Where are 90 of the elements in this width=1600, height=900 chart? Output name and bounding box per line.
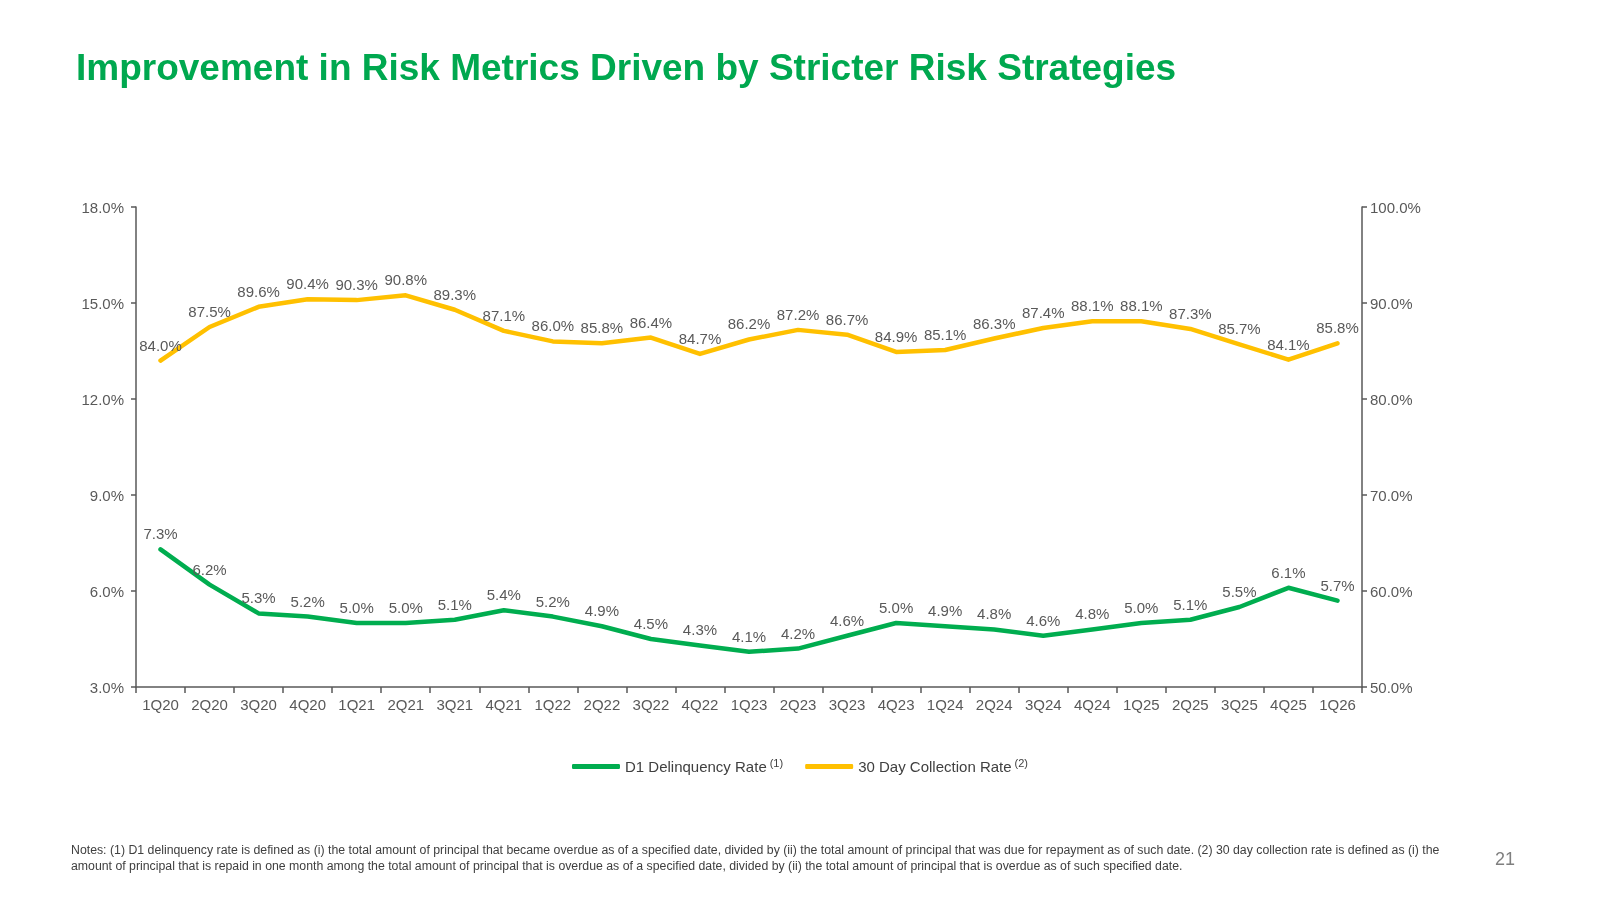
data-label: 7.3% [143,525,178,543]
x-tick-label: 1Q25 [1122,696,1160,713]
y2-tick-label: 90.0% [1370,294,1413,312]
x-tick-label: 3Q20 [240,696,277,713]
x-tick-label: 2Q22 [583,696,621,713]
x-tick-label: 1Q22 [534,696,572,713]
data-label: 4.3% [682,621,718,639]
data-label: 85.1% [923,326,967,344]
x-tick-label: 2Q21 [387,696,425,713]
data-label: 85.8% [1316,319,1359,337]
x-tick-label: 4Q23 [877,696,915,713]
data-label: 90.3% [335,276,378,294]
x-tick-label: 2Q25 [1172,696,1209,713]
x-tick-label: 3Q22 [632,696,670,713]
data-label: 4.9% [928,602,963,620]
data-label: 4.8% [977,605,1012,623]
x-tick-label: 4Q25 [1270,696,1307,713]
x-tick-label: 1Q26 [1319,696,1356,713]
x-tick-label: 2Q20 [191,696,228,713]
data-label: 5.2% [535,592,570,610]
y2-tick-label: 80.0% [1370,390,1413,408]
y2-tick-label: 100.0% [1370,198,1421,216]
x-tick-label: 2Q24 [975,696,1013,713]
data-label: 5.0% [388,599,423,616]
data-label: 4.8% [1075,605,1110,623]
chart-title: Improvement in Risk Metrics Driven by Stricter Risk Strategies [76,47,1177,88]
x-tick-label: 3Q21 [436,696,474,713]
data-label: 87.3% [1169,304,1212,322]
data-label: 6.2% [192,560,227,578]
data-label: 5.1% [437,595,472,613]
data-label: 86.0% [531,317,575,335]
data-label: 84.7% [678,329,722,347]
data-label: 5.2% [290,592,325,610]
x-tick-label: 4Q24 [1073,696,1111,713]
data-label: 88.1% [1120,297,1163,315]
data-label: 5.7% [1320,576,1355,594]
data-label: 4.6% [829,611,865,629]
data-label: 86.3% [972,314,1016,332]
x-tick-label: 4Q20 [289,696,326,713]
data-label: 88.1% [1071,297,1114,315]
y2-tick-label: 50.0% [1370,678,1413,696]
data-label: 90.4% [286,275,329,293]
data-label: 4.2% [780,624,816,642]
data-label: 4.6% [1026,611,1061,629]
x-tick-label: 1Q23 [730,696,768,713]
data-label: 89.3% [433,285,477,303]
data-label: 5.5% [1222,583,1257,600]
x-tick-label: 3Q24 [1024,696,1062,713]
data-label: 84.1% [1267,335,1310,353]
data-label: 89.6% [237,282,280,300]
x-tick-label: 1Q24 [926,696,964,713]
data-label: 86.4% [629,313,673,331]
y-tick-label: 18.0% [81,198,124,216]
data-label: 4.9% [584,602,619,620]
x-tick-label: 4Q22 [681,696,719,713]
data-label: 87.5% [188,303,231,320]
data-label: 87.2% [776,305,820,323]
x-tick-label: 2Q23 [779,696,817,713]
data-label: 5.0% [1124,599,1159,616]
data-label: 5.4% [486,586,521,604]
x-tick-label: 3Q25 [1221,696,1258,713]
data-label: 5.1% [1173,595,1208,613]
data-label: 87.1% [482,306,526,324]
data-label: 84.0% [139,336,182,354]
y-tick-label: 9.0% [89,486,124,504]
x-tick-label: 3Q23 [828,696,866,713]
x-tick-label: 4Q21 [485,696,523,713]
x-tick-label: 1Q20 [142,696,179,713]
data-label: 84.9% [874,327,918,345]
y-tick-label: 15.0% [81,294,124,312]
y2-tick-label: 70.0% [1370,486,1413,504]
data-label: 86.2% [727,315,771,333]
data-label: 86.7% [825,310,869,328]
data-label: 4.5% [633,615,669,632]
text: Notes: (1) D1 delinquency rate is defined as (i) the total amount of principal that became overdue as of a specified date, divided by (ii) the total amount of principal that was due for repayment as of such date. (2) 30 day collection rate is defined as (i) the amount of principal that is repaid in one month among the total amount of principal that is overdue as of a specified date, divided by (ii) the total amount of principal that is overdue as of such specified date. [71,843,1443,873]
data-label: 87.4% [1021,303,1065,321]
data-label: 85.7% [1218,320,1261,338]
data-label: 4.1% [731,627,767,645]
y2-tick-label: 60.0% [1370,582,1413,600]
x-tick-label: 1Q21 [338,696,376,713]
data-label: 5.0% [339,599,374,616]
text: 21 [1495,849,1516,869]
y-tick-label: 6.0% [89,582,124,600]
y-tick-label: 12.0% [81,390,124,408]
y-tick-label: 3.0% [89,678,124,696]
data-label: 90.8% [384,271,427,289]
data-label: 5.3% [241,589,276,607]
data-label: 85.8% [580,319,624,337]
data-label: 5.0% [879,599,914,616]
data-label: 6.1% [1271,563,1306,581]
